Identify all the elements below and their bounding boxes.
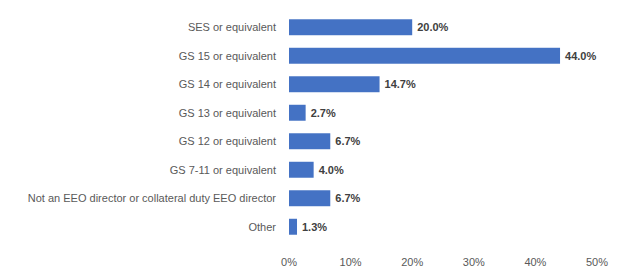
category-label: Other bbox=[248, 221, 276, 233]
data-label: 44.0% bbox=[565, 50, 596, 62]
category-label: GS 15 or equivalent bbox=[179, 50, 276, 62]
x-tick-label: 40% bbox=[524, 256, 546, 268]
bars bbox=[289, 19, 560, 234]
x-tick-label: 50% bbox=[586, 256, 608, 268]
data-label: 6.7% bbox=[335, 192, 360, 204]
data-label: 14.7% bbox=[385, 78, 416, 90]
bar bbox=[289, 76, 380, 92]
bar bbox=[289, 48, 560, 64]
x-tick-label: 30% bbox=[463, 256, 485, 268]
x-tick-label: 20% bbox=[401, 256, 423, 268]
x-tick-label: 0% bbox=[281, 256, 297, 268]
x-tick-label: 10% bbox=[340, 256, 362, 268]
data-label: 2.7% bbox=[311, 107, 336, 119]
data-label: 20.0% bbox=[417, 21, 448, 33]
bar bbox=[289, 19, 412, 35]
bar bbox=[289, 105, 306, 121]
data-label: 4.0% bbox=[319, 164, 344, 176]
category-label: GS 7-11 or equivalent bbox=[170, 164, 276, 176]
category-label: GS 14 or equivalent bbox=[179, 78, 276, 90]
data-label: 1.3% bbox=[302, 221, 327, 233]
data-label: 6.7% bbox=[335, 135, 360, 147]
category-label: Not an EEO director or collateral duty E… bbox=[28, 192, 277, 204]
bar bbox=[289, 162, 314, 178]
bar bbox=[289, 133, 330, 149]
category-label: SES or equivalent bbox=[188, 21, 276, 33]
category-label: GS 13 or equivalent bbox=[179, 107, 276, 119]
chart: 0% 10% 20% 30% 40% 50% SES or equivalent GS 15 … bbox=[0, 0, 620, 270]
bar bbox=[289, 219, 297, 235]
category-label: GS 12 or equivalent bbox=[179, 135, 276, 147]
bar bbox=[289, 190, 330, 206]
